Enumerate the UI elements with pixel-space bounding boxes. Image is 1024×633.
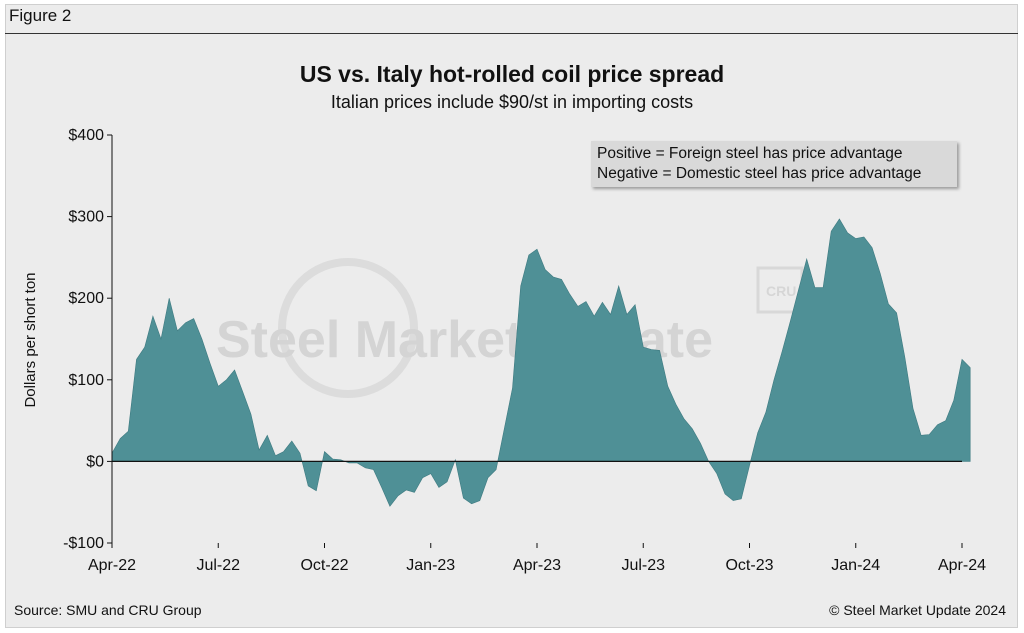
header-rule [5, 33, 1018, 34]
legend-line-positive: Positive = Foreign steel has price advan… [597, 145, 903, 162]
watermark-ring [278, 258, 418, 398]
x-tick-label: Apr-23 [513, 557, 561, 574]
watermark-logo-text: CRU [766, 283, 796, 299]
x-tick-label: Oct-22 [300, 557, 348, 574]
chart-subtitle: Italian prices include $90/st in importi… [330, 92, 694, 112]
y-tick-label: -$100 [63, 535, 104, 552]
legend-line-negative: Negative = Domestic steel has price adva… [597, 165, 922, 182]
watermark: Steel Market Update CRU [216, 258, 804, 398]
y-tick-label: $300 [68, 209, 104, 226]
legend-box: Positive = Foreign steel has price advan… [591, 141, 957, 187]
x-tick-label: Jul-23 [621, 557, 665, 574]
y-tick-label: $0 [86, 453, 104, 470]
x-tick-label: Apr-24 [938, 557, 986, 574]
x-tick-label: Apr-22 [88, 557, 136, 574]
x-tick-label: Oct-23 [725, 557, 773, 574]
x-tick-label: Jul-22 [196, 557, 240, 574]
y-axis-label: Dollars per short ton [22, 272, 39, 407]
y-tick-label: $100 [68, 372, 104, 389]
x-tick-label: Jan-23 [406, 557, 455, 574]
y-tick-label: $200 [68, 290, 104, 307]
chart-title: US vs. Italy hot-rolled coil price sprea… [299, 61, 725, 87]
x-tick-label: Jan-24 [831, 557, 880, 574]
spread-area [111, 218, 971, 507]
source-note: Source: SMU and CRU Group [14, 602, 202, 618]
copyright-note: © Steel Market Update 2024 [829, 602, 1006, 618]
y-tick-label: $400 [68, 127, 104, 144]
figure-label: Figure 2 [9, 6, 72, 25]
